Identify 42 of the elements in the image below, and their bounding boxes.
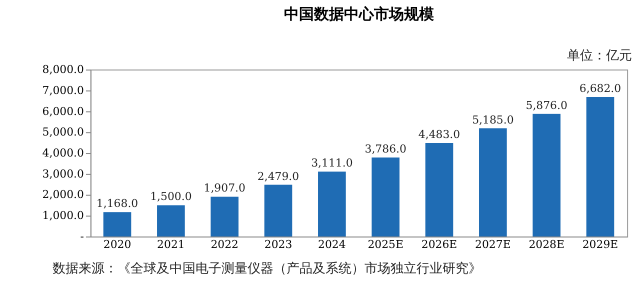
y-tick-label: 1,000.0 (42, 209, 84, 222)
x-tick-label: 2025E (368, 238, 404, 251)
y-tick-label: 6,000.0 (42, 104, 84, 118)
data-label: 6,682.0 (579, 82, 622, 96)
x-tick-label: 2029E (582, 238, 618, 251)
y-tick-label: 8,000.0 (42, 63, 84, 76)
y-tick-label: 5,000.0 (42, 126, 84, 139)
x-tick-label: 2020 (103, 238, 132, 251)
bar (532, 114, 560, 237)
data-label: 5,876.0 (526, 98, 568, 112)
x-tick-label: 2023 (264, 238, 292, 251)
bar (479, 128, 507, 237)
bar (372, 157, 400, 237)
data-label: 4,483.0 (418, 128, 460, 141)
x-tick-label: 2021 (157, 238, 185, 251)
y-tick-label: - (80, 230, 84, 243)
y-tick-label: 3,000.0 (42, 167, 84, 180)
x-tick-label: 2024 (318, 238, 346, 251)
data-label: 2,479.0 (257, 170, 300, 183)
y-tick-label: 4,000.0 (42, 146, 84, 160)
bar (425, 142, 454, 237)
x-tick-label: 2022 (210, 238, 238, 251)
source-note: 数据来源：《全球及中国电子测量仪器（产品及系统）市场独立行业研究》 (52, 260, 482, 276)
data-label: 1,168.0 (96, 197, 138, 210)
bar (318, 172, 346, 237)
bar (210, 196, 239, 237)
text: 单位：亿元 (567, 48, 632, 64)
data-label: 5,185.0 (472, 113, 514, 126)
bar (103, 212, 132, 237)
bar (264, 184, 292, 237)
y-tick-label: 7,000.0 (42, 84, 84, 97)
x-tick-label: 2027E (475, 238, 511, 251)
data-label: 3,786.0 (364, 142, 406, 156)
data-label: 3,111.0 (311, 156, 353, 170)
x-tick-label: 2028E (528, 238, 564, 251)
bar (157, 205, 185, 237)
x-tick-label: 2026E (421, 238, 458, 251)
y-tick-label: 2,000.0 (42, 188, 84, 202)
chart-title: 中国数据中心市场规模 (284, 4, 435, 23)
data-label: 1,907.0 (204, 182, 246, 195)
data-label: 1,500.0 (150, 190, 192, 204)
bar (586, 97, 614, 237)
